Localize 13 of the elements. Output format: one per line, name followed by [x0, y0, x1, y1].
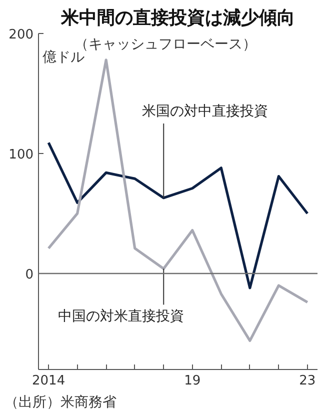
y-tick-label: 200 — [8, 28, 34, 42]
x-tick-label: 23 — [299, 374, 316, 388]
y-axis-title: 億ドル — [42, 50, 84, 66]
chart-subtitle: （キャッシュフローベース） — [74, 36, 256, 52]
x-tick-label: 2014 — [32, 374, 66, 388]
y-tick-label: 100 — [8, 148, 34, 162]
annotation: 米国の対中直接投資 — [142, 104, 268, 120]
chart-title: 米中間の直接投資は減少傾向 — [60, 8, 295, 28]
y-tick-label: 0 — [25, 268, 34, 282]
line-series — [47, 141, 309, 290]
text: （出所）米商務省 — [4, 394, 116, 410]
x-tick-label: 19 — [184, 374, 201, 388]
annotation: 中国の対米直接投資 — [58, 308, 184, 325]
